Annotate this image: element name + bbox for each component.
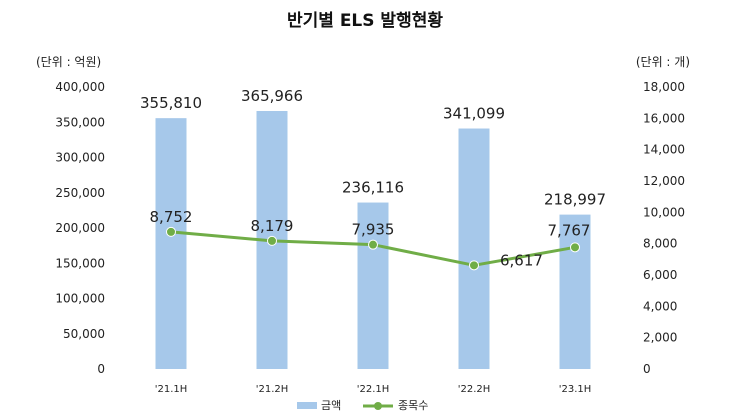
line-point — [570, 242, 580, 253]
x-tick-label: '23.1H — [559, 384, 592, 395]
right-tick-label: 12,000 — [643, 174, 685, 188]
line-point — [267, 235, 277, 246]
legend-swatch-bar — [297, 402, 317, 409]
left-axis-unit-label: (단위 : 억원) — [36, 55, 101, 69]
bar — [559, 214, 591, 369]
legend-label-bar: 금액 — [321, 399, 341, 412]
left-tick-label: 400,000 — [55, 80, 105, 94]
right-tick-label: 2,000 — [643, 331, 677, 345]
right-tick-label: 14,000 — [643, 143, 685, 157]
left-tick-label: 300,000 — [55, 151, 105, 165]
left-tick-label: 250,000 — [55, 186, 105, 200]
right-axis-unit-label: (단위 : 개) — [636, 55, 690, 69]
x-axis: '21.1H '21.2H '22.1H '22.2H '23.1H — [155, 384, 592, 395]
x-tick-label: '21.1H — [155, 384, 188, 395]
right-tick-label: 4,000 — [643, 299, 677, 313]
left-tick-label: 50,000 — [63, 327, 105, 341]
line-data-label: 7,767 — [548, 221, 591, 239]
bar — [357, 202, 389, 369]
chart-title: 반기별 ELS 발행현황 — [287, 11, 443, 31]
right-tick-label: 8,000 — [643, 237, 677, 251]
line-data-labels: 8,752 8,179 7,935 6,617 7,767 — [150, 208, 591, 269]
right-tick-label: 10,000 — [643, 205, 685, 219]
bar-data-label: 365,966 — [241, 87, 303, 105]
left-axis: 0 50,000 100,000 150,000 200,000 250,000 300,0… — [55, 80, 105, 376]
right-tick-label: 18,000 — [643, 80, 685, 94]
left-tick-label: 0 — [97, 362, 105, 376]
left-tick-label: 100,000 — [55, 292, 105, 306]
bar-data-label: 341,099 — [443, 105, 505, 123]
line-data-label: 8,752 — [150, 208, 193, 226]
bar-data-label: 355,810 — [140, 94, 202, 112]
right-axis: 0 2,000 4,000 6,000 8,000 10,000 12,000 14,000 1… — [643, 80, 685, 376]
line-data-label: 6,617 — [500, 251, 543, 269]
right-tick-label: 0 — [643, 362, 651, 376]
right-tick-label: 6,000 — [643, 268, 677, 282]
left-tick-label: 150,000 — [55, 256, 105, 270]
left-tick-label: 200,000 — [55, 221, 105, 235]
line-point — [166, 226, 176, 237]
bar — [155, 118, 187, 369]
line-data-label: 7,935 — [352, 221, 395, 239]
bar-data-labels: 355,810 365,966 236,116 341,099 218,997 — [140, 87, 606, 209]
x-tick-label: '22.2H — [458, 384, 491, 395]
bar — [458, 128, 490, 369]
x-tick-label: '22.1H — [357, 384, 390, 395]
x-tick-label: '21.2H — [256, 384, 289, 395]
bar-data-label: 236,116 — [342, 179, 404, 197]
legend-marker-line — [374, 402, 382, 410]
line-data-label: 8,179 — [251, 217, 294, 235]
right-tick-label: 16,000 — [643, 111, 685, 125]
line-series — [166, 226, 580, 271]
legend-label-line: 종목수 — [398, 399, 428, 412]
legend: 금액 종목수 — [297, 399, 428, 412]
line-point — [368, 239, 378, 250]
left-tick-label: 350,000 — [55, 115, 105, 129]
line-point — [469, 260, 479, 271]
bar-data-label: 218,997 — [544, 191, 606, 209]
